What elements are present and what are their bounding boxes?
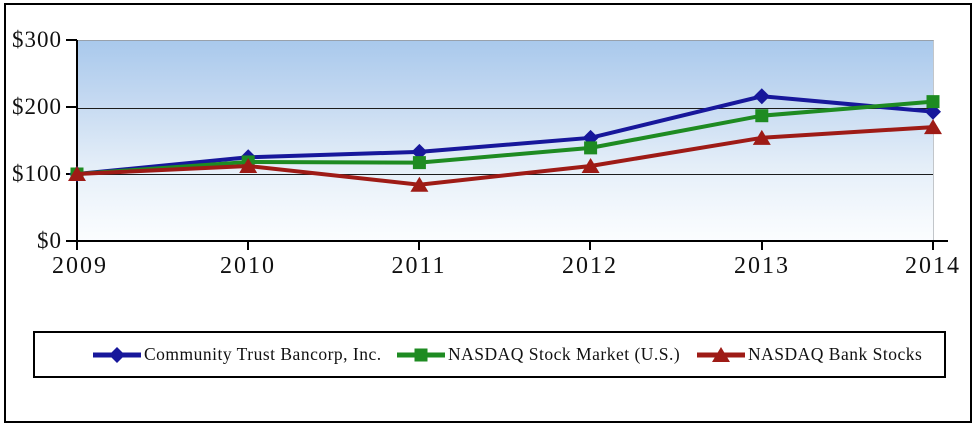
x-axis-label-2014: 2014	[905, 253, 961, 279]
y-axis-label-300: $300	[12, 27, 62, 52]
x-axis-label-2011: 2011	[391, 253, 447, 279]
plot-area	[77, 40, 934, 242]
y-tick-300	[66, 39, 77, 41]
x-axis-line	[76, 240, 948, 242]
legend-label: NASDAQ Stock Market (U.S.)	[448, 344, 681, 364]
legend-marker-square-icon	[397, 348, 445, 361]
x-tick-2009	[76, 241, 78, 250]
y-tick-200	[66, 106, 77, 108]
x-tick-2011	[418, 241, 420, 250]
y-axis-line	[76, 40, 78, 241]
legend-marker-diamond-icon	[93, 346, 141, 363]
legend-item-nasdaq-stock-market: NASDAQ Stock Market (U.S.)	[397, 333, 680, 376]
legend-label: NASDAQ Bank Stocks	[748, 344, 923, 364]
gridline-200	[77, 108, 933, 109]
legend-item-nasdaq-bank-stocks: NASDAQ Bank Stocks	[697, 333, 922, 376]
x-tick-2010	[247, 241, 249, 250]
x-axis-label-2012: 2012	[562, 253, 618, 279]
legend-item-community-trust: Community Trust Bancorp, Inc.	[93, 333, 382, 376]
x-axis-label-2013: 2013	[734, 253, 790, 279]
x-axis-label-2009: 2009	[52, 253, 108, 279]
legend-marker-triangle-icon	[697, 346, 745, 362]
y-axis-label-200: $200	[12, 94, 62, 119]
x-tick-2014	[932, 241, 934, 250]
y-axis-label-100: $100	[12, 161, 62, 186]
legend-box: Community Trust Bancorp, Inc. NASDAQ Sto…	[33, 331, 946, 378]
y-tick-0	[66, 240, 77, 242]
legend-label: Community Trust Bancorp, Inc.	[144, 344, 382, 364]
y-axis-label-0: $0	[37, 228, 62, 253]
x-axis-label-2010: 2010	[220, 253, 276, 279]
series-plot	[68, 88, 942, 192]
x-tick-2012	[589, 241, 591, 250]
x-tick-2013	[761, 241, 763, 250]
